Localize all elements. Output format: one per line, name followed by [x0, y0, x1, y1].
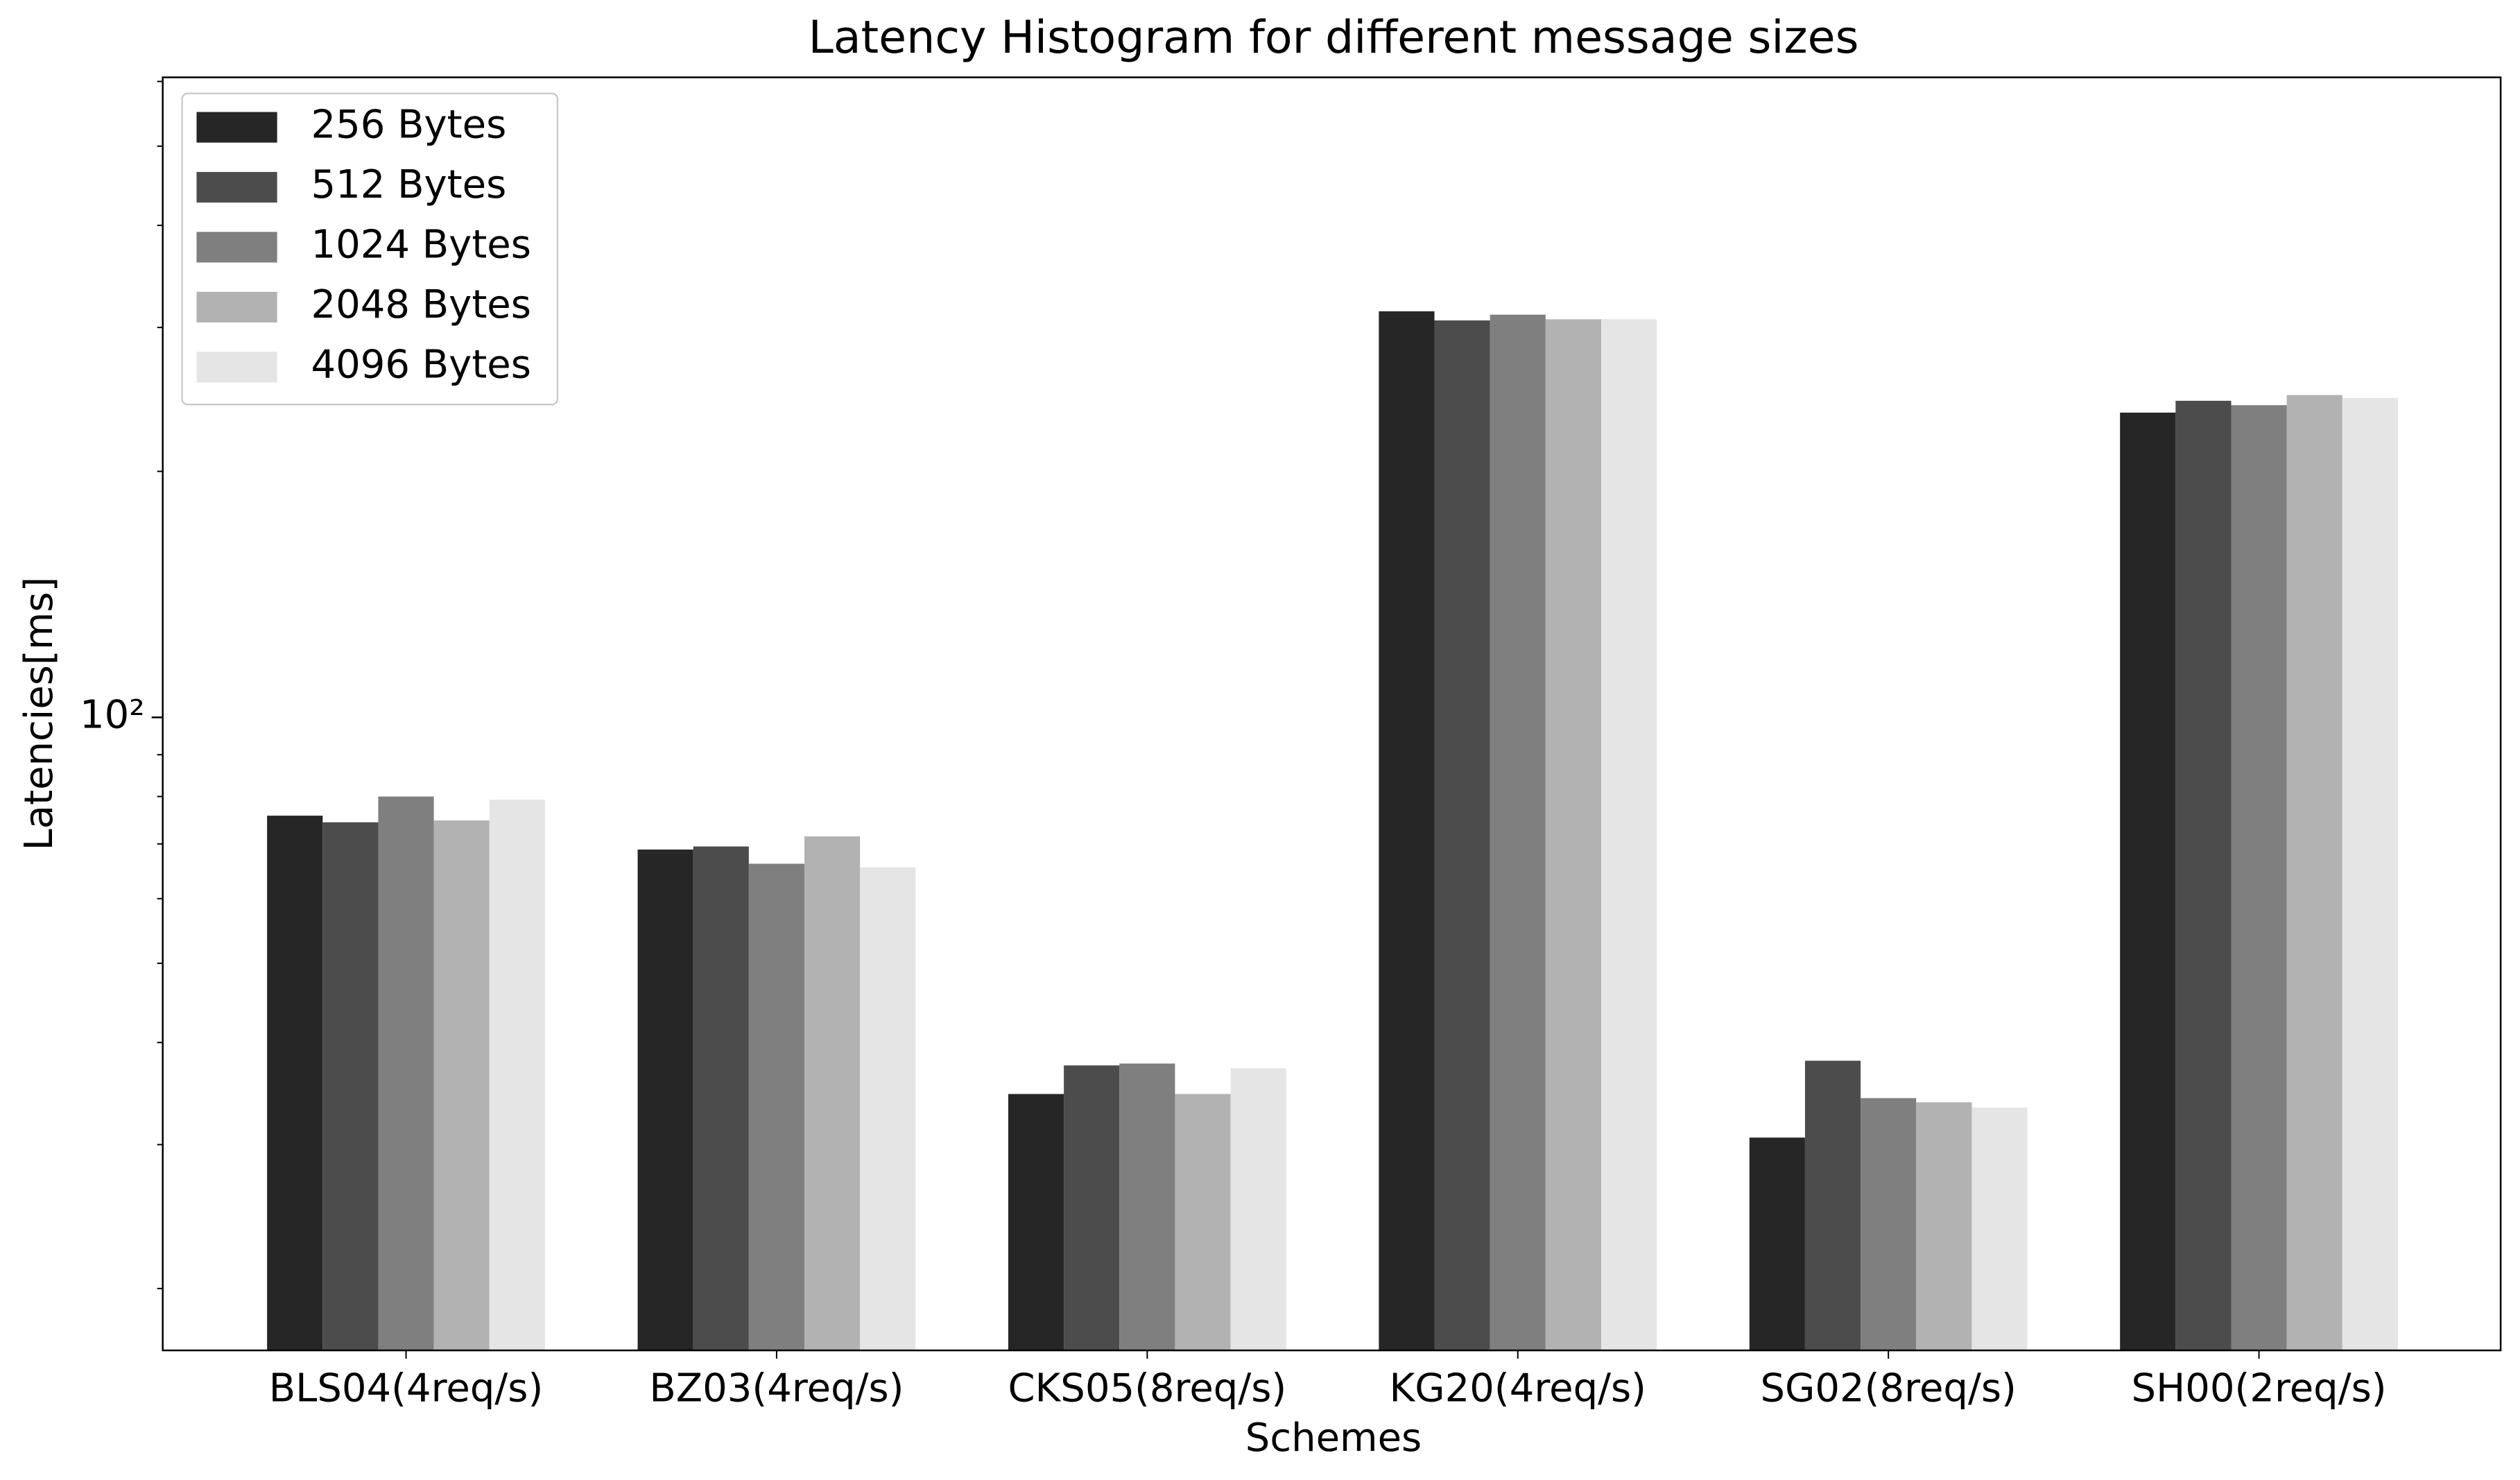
legend-label: 256 Bytes — [311, 103, 506, 148]
x-tick-label: KG20(4req/s) — [1389, 1366, 1646, 1411]
bar — [267, 816, 323, 1351]
bar — [860, 867, 916, 1351]
bar — [433, 820, 490, 1351]
legend-swatch — [196, 352, 277, 383]
bar — [2286, 395, 2342, 1351]
bar — [1749, 1137, 1805, 1351]
x-tick-label: CKS05(8req/s) — [1008, 1366, 1286, 1411]
x-tick-label: SG02(8req/s) — [1760, 1366, 2016, 1411]
legend-label: 1024 Bytes — [311, 223, 530, 268]
bar — [1434, 320, 1490, 1351]
legend-swatch — [196, 291, 277, 322]
legend-label: 2048 Bytes — [311, 282, 530, 327]
legend-label: 512 Bytes — [311, 162, 506, 207]
legend-swatch — [196, 232, 277, 263]
x-tick-label: BZ03(4req/s) — [649, 1366, 904, 1411]
bar — [804, 836, 861, 1351]
bar — [693, 846, 749, 1351]
bar — [1916, 1102, 1972, 1351]
bar — [748, 863, 805, 1351]
bar — [1545, 319, 1602, 1351]
bar — [1008, 1094, 1064, 1351]
bar — [1490, 314, 1546, 1351]
bar — [489, 800, 545, 1351]
bar — [322, 822, 379, 1351]
plot-frame — [162, 76, 2502, 1352]
bar — [1601, 319, 1657, 1351]
bar — [2175, 400, 2232, 1351]
x-tick-label: BLS04(4req/s) — [269, 1366, 544, 1411]
legend-box — [181, 92, 559, 406]
bar — [1064, 1065, 1120, 1351]
bar — [1230, 1068, 1286, 1351]
bar — [2231, 405, 2287, 1351]
x-axis-label: Schemes — [1245, 1416, 1422, 1461]
y-axis-label: Latencies[ms] — [17, 577, 62, 851]
bar — [2120, 412, 2176, 1351]
legend-swatch — [196, 112, 277, 143]
bar — [1379, 311, 1435, 1351]
legend-label: 4096 Bytes — [311, 342, 530, 387]
bar — [2342, 397, 2398, 1351]
bar — [637, 849, 693, 1351]
bar — [1119, 1063, 1175, 1351]
bar — [1861, 1098, 1917, 1351]
y-tick-label: 10² — [80, 692, 145, 737]
legend: 256 Bytes 512 Bytes 1024 Bytes 2048 Bytes 40… — [181, 92, 559, 406]
bar — [1804, 1060, 1861, 1351]
x-tick-label: SH00(2req/s) — [2132, 1366, 2387, 1411]
bar — [1175, 1094, 1231, 1351]
legend-swatch — [196, 171, 277, 203]
bar — [378, 796, 434, 1351]
chart-title: Latency Histogram for different message … — [809, 12, 1859, 64]
bar — [1971, 1108, 2028, 1351]
